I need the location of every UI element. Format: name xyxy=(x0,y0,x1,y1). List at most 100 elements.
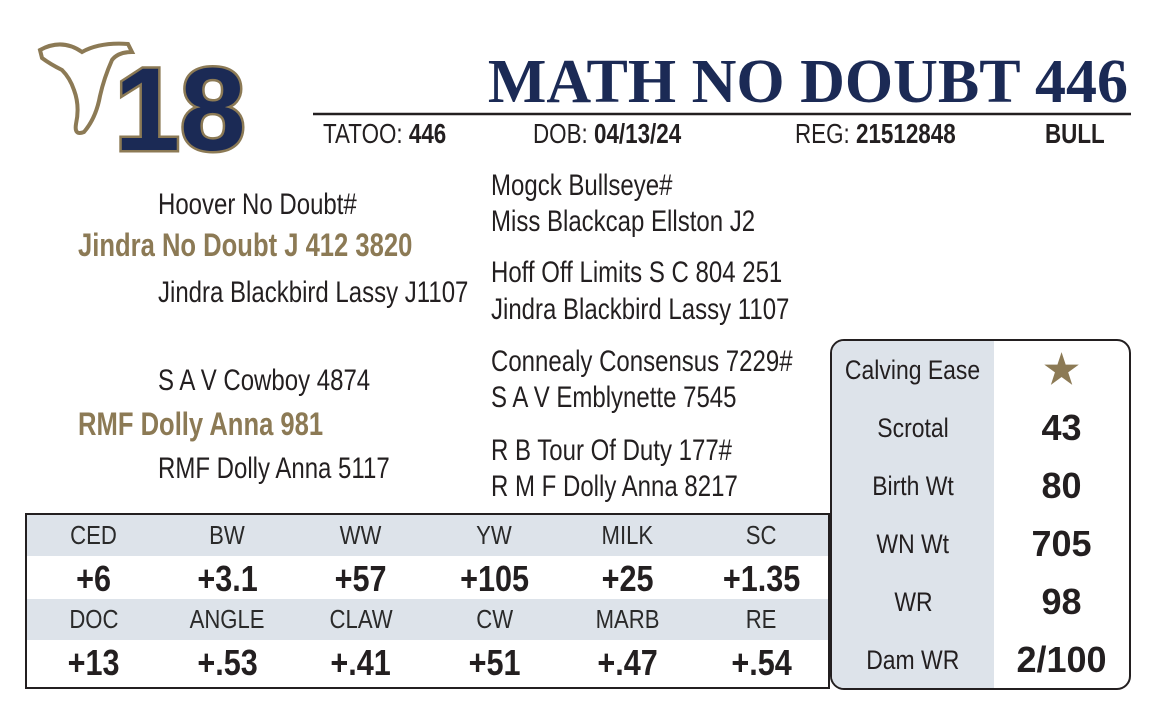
epd-label: SC xyxy=(745,520,777,550)
epd-cell: +.41 xyxy=(294,640,428,683)
stat-value: 43 xyxy=(1041,407,1082,448)
epd-header-row: DOC ANGLE CLAW CW MARB RE xyxy=(27,599,828,640)
epd-cell: +51 xyxy=(428,640,562,683)
stat-value: 2/100 xyxy=(1016,639,1107,680)
epd-value: +25 xyxy=(601,558,654,599)
epd-cell: CLAW xyxy=(294,599,428,640)
reg: REG: 21512848 xyxy=(795,118,956,150)
epd-header-row: CED BW WW YW MILK SC xyxy=(27,515,828,556)
epd-value: +.47 xyxy=(597,642,658,683)
epd-cell: +.54 xyxy=(695,640,829,683)
epd-cell: DOC xyxy=(27,599,161,640)
pedigree-name: Hoff Off Limits S C 804 251 xyxy=(491,256,783,289)
stat-label: WN Wt xyxy=(876,529,950,559)
epd-cell: +105 xyxy=(428,556,562,599)
epd-cell: +3.1 xyxy=(161,556,295,599)
pedigree-name: S A V Emblynette 7545 xyxy=(491,381,737,414)
epd-value: +51 xyxy=(468,642,521,683)
epd-cell: ANGLE xyxy=(161,599,295,640)
epd-label: YW xyxy=(476,520,513,550)
lot-number: 18 xyxy=(114,44,245,170)
value: 446 xyxy=(408,118,447,149)
epd-value: +.53 xyxy=(197,642,258,683)
epd-cell: MARB xyxy=(561,599,695,640)
epd-value: +105 xyxy=(459,558,529,599)
epd-cell: MILK xyxy=(561,515,695,556)
pedigree-name: Jindra Blackbird Lassy 1107 xyxy=(491,293,790,326)
epd-value-row: +13 +.53 +.41 +51 +.47 +.54 xyxy=(27,640,828,683)
stat-row: WN Wt 705 xyxy=(832,515,1129,573)
epd-cell: CW xyxy=(428,599,562,640)
pedigree-name: Jindra Blackbird Lassy J1107 xyxy=(158,276,469,309)
epd-label: DOC xyxy=(69,604,119,634)
stat-label-cell: WN Wt xyxy=(832,515,994,573)
epd-value: +.54 xyxy=(731,642,792,683)
stat-value: 80 xyxy=(1041,465,1082,506)
stat-label-cell: Calving Ease xyxy=(832,341,994,399)
dam: RMF Dolly Anna 981 xyxy=(78,406,324,442)
stat-label: WR xyxy=(893,587,933,617)
stat-label-cell: Dam WR xyxy=(832,631,994,688)
epd-table: CED BW WW YW MILK SC +6 +3.1 +57 +105 +25 +1.35 DOC A… xyxy=(25,513,830,689)
stat-label: Dam WR xyxy=(866,645,960,675)
epd-value: +3.1 xyxy=(197,558,258,599)
epd-cell: +25 xyxy=(561,556,695,599)
sex: BULL xyxy=(1045,118,1105,149)
stat-label: Scrotal xyxy=(877,413,949,443)
stat-row: WR 98 xyxy=(832,573,1129,631)
stat-row: Calving Ease ★ xyxy=(832,341,1129,399)
pedigree-name: Miss Blackcap Ellston J2 xyxy=(491,205,756,238)
sire: Jindra No Doubt J 412 3820 xyxy=(78,227,413,263)
epd-value: +1.35 xyxy=(722,558,800,599)
stat-value: 98 xyxy=(1041,581,1082,622)
epd-cell: RE xyxy=(695,599,829,640)
epd-cell: +.53 xyxy=(161,640,295,683)
pedigree-name: Hoover No Doubt# xyxy=(158,188,357,221)
epd-value: +6 xyxy=(76,558,112,599)
epd-label: MILK xyxy=(601,520,654,550)
label: REG: xyxy=(795,118,850,149)
epd-label: WW xyxy=(339,520,382,550)
epd-label: CLAW xyxy=(329,604,393,634)
epd-value: +.41 xyxy=(330,642,391,683)
epd-cell: +.47 xyxy=(561,640,695,683)
epd-cell: WW xyxy=(294,515,428,556)
stat-label: Birth Wt xyxy=(872,471,954,501)
performance-table: Calving Ease ★ Scrotal 43 Birth Wt 80 WN Wt 705… xyxy=(830,339,1131,690)
tattoo: TATOO: 446 xyxy=(323,118,446,150)
epd-label: ANGLE xyxy=(189,604,265,634)
stat-value: ★ xyxy=(1043,348,1080,392)
epd-cell: BW xyxy=(161,515,295,556)
pedigree-name: Mogck Bullseye# xyxy=(491,169,673,202)
stat-row: Scrotal 43 xyxy=(832,399,1129,457)
stat-value: 705 xyxy=(1031,523,1092,564)
stat-label-cell: WR xyxy=(832,573,994,631)
epd-cell: CED xyxy=(27,515,161,556)
label-column xyxy=(832,341,994,688)
epd-cell: +6 xyxy=(27,556,161,599)
pedigree-name: Connealy Consensus 7229# xyxy=(491,345,793,378)
pedigree-name: R B Tour Of Duty 177# xyxy=(491,434,733,467)
stat-label-cell: Birth Wt xyxy=(832,457,994,515)
epd-label: RE xyxy=(745,604,777,634)
epd-value-row: +6 +3.1 +57 +105 +25 +1.35 xyxy=(27,556,828,599)
value: 04/13/24 xyxy=(594,118,682,149)
epd-cell: YW xyxy=(428,515,562,556)
label: DOB: xyxy=(533,118,588,149)
stat-row: Birth Wt 80 xyxy=(832,457,1129,515)
stat-label-cell: Scrotal xyxy=(832,399,994,457)
cow-icon xyxy=(37,41,136,135)
epd-value: +13 xyxy=(67,642,120,683)
epd-label: CED xyxy=(70,520,118,550)
value: 21512848 xyxy=(856,118,956,149)
epd-value: +57 xyxy=(334,558,387,599)
dob: DOB: 04/13/24 xyxy=(533,118,681,150)
epd-cell: +13 xyxy=(27,640,161,683)
pedigree-name: S A V Cowboy 4874 xyxy=(158,364,371,397)
epd-cell: +57 xyxy=(294,556,428,599)
epd-label: CW xyxy=(475,604,513,634)
stat-row: Dam WR 2/100 xyxy=(832,631,1129,688)
stat-label: Calving Ease xyxy=(845,355,981,385)
epd-label: MARB xyxy=(595,604,660,634)
